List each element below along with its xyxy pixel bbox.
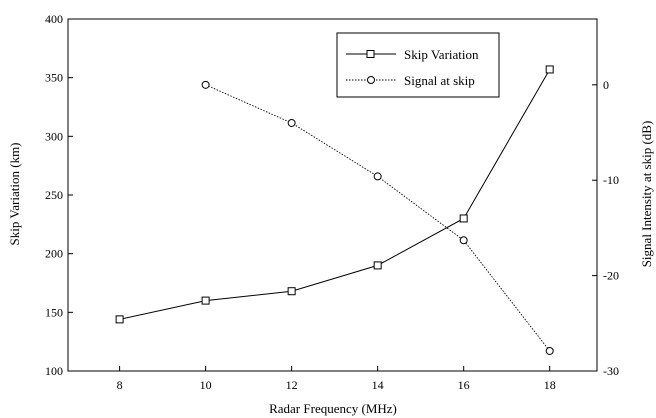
y-tick-label: 300	[45, 129, 63, 143]
data-point-signal-at-skip	[373, 172, 382, 181]
x-tick-label: 8	[117, 378, 123, 392]
data-point-skip-variation	[201, 296, 210, 305]
y2-axis-ticks: 0 -10 -20 -30	[592, 78, 619, 378]
series-line-skip-variation	[119, 69, 551, 320]
data-point-skip-variation	[287, 287, 296, 296]
legend: Skip Variation Signal at skip	[336, 32, 500, 98]
legend-marker-square	[366, 50, 375, 58]
data-point-skip-variation	[115, 315, 124, 324]
data-point-signal-at-skip	[545, 346, 554, 355]
y2-tick-label: -20	[603, 269, 619, 283]
data-point-signal-at-skip	[287, 118, 296, 127]
y2-tick-label: 0	[603, 78, 609, 92]
series-layer	[115, 65, 554, 355]
x-tick-label: 18	[544, 378, 556, 392]
y2-tick-label: -10	[603, 173, 619, 187]
legend-label-signal-at-skip: Signal at skip	[404, 73, 475, 88]
y2-axis-label: Signal Intensity at skip (dB)	[639, 121, 654, 268]
x-tick-label: 16	[458, 378, 470, 392]
y-tick-label: 400	[45, 12, 63, 26]
legend-box	[336, 32, 500, 98]
y-tick-label: 100	[45, 364, 63, 378]
plot-frame-rect	[67, 18, 598, 372]
x-axis-ticks: 8 10 12 14 16 18	[117, 366, 556, 392]
data-point-signal-at-skip	[459, 236, 468, 245]
legend-marker-circle	[367, 76, 375, 84]
plot-frame	[67, 18, 598, 372]
x-axis-label: Radar Frequency (MHz)	[269, 401, 397, 416]
x-tick-label: 10	[200, 378, 212, 392]
data-point-skip-variation	[545, 65, 554, 74]
y-tick-label: 150	[45, 305, 63, 319]
y-tick-label: 350	[45, 71, 63, 85]
data-point-signal-at-skip	[201, 80, 210, 89]
y-axis-label: Skip Variation (km)	[7, 142, 22, 245]
data-point-skip-variation	[373, 261, 382, 270]
data-point-skip-variation	[459, 214, 468, 223]
series-line-signal-at-skip	[205, 84, 551, 352]
x-tick-label: 12	[286, 378, 298, 392]
x-tick-label: 14	[372, 378, 384, 392]
y-tick-label: 200	[45, 247, 63, 261]
y-axis-ticks: 100 150 200 250 300 350 400	[45, 12, 73, 378]
legend-label-skip-variation: Skip Variation	[404, 47, 479, 62]
y-tick-label: 250	[45, 188, 63, 202]
y2-tick-label: -30	[603, 364, 619, 378]
